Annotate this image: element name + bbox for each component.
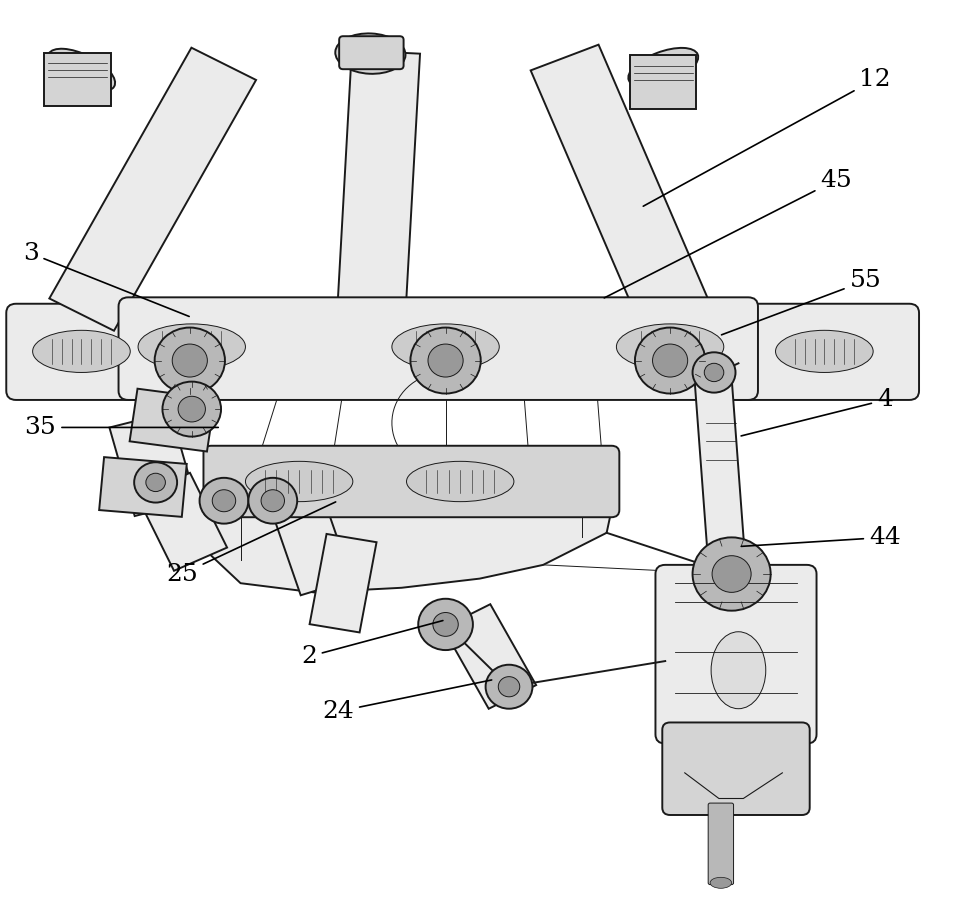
Ellipse shape bbox=[418, 599, 472, 650]
Polygon shape bbox=[309, 534, 377, 632]
FancyBboxPatch shape bbox=[707, 803, 733, 885]
Polygon shape bbox=[49, 48, 256, 331]
Ellipse shape bbox=[172, 344, 207, 377]
Ellipse shape bbox=[710, 631, 765, 709]
Text: 25: 25 bbox=[166, 502, 335, 585]
Ellipse shape bbox=[334, 33, 405, 74]
Ellipse shape bbox=[162, 381, 221, 437]
Ellipse shape bbox=[391, 323, 499, 369]
Ellipse shape bbox=[406, 461, 513, 502]
Ellipse shape bbox=[432, 612, 458, 636]
Ellipse shape bbox=[427, 344, 463, 377]
Ellipse shape bbox=[635, 327, 704, 393]
Text: 44: 44 bbox=[740, 526, 900, 549]
FancyBboxPatch shape bbox=[118, 298, 757, 400]
Ellipse shape bbox=[498, 676, 519, 697]
Ellipse shape bbox=[155, 327, 225, 393]
Polygon shape bbox=[442, 604, 536, 709]
Ellipse shape bbox=[212, 490, 236, 512]
Ellipse shape bbox=[178, 396, 205, 422]
Polygon shape bbox=[530, 45, 711, 334]
Ellipse shape bbox=[261, 490, 285, 512]
Polygon shape bbox=[99, 457, 187, 516]
FancyBboxPatch shape bbox=[203, 446, 619, 517]
Ellipse shape bbox=[703, 363, 723, 381]
Polygon shape bbox=[137, 472, 227, 571]
Ellipse shape bbox=[616, 323, 723, 369]
Text: 35: 35 bbox=[24, 416, 218, 439]
Polygon shape bbox=[266, 480, 351, 596]
Ellipse shape bbox=[485, 664, 532, 709]
FancyBboxPatch shape bbox=[728, 304, 918, 400]
Polygon shape bbox=[110, 412, 196, 516]
Text: 2: 2 bbox=[300, 620, 442, 668]
Ellipse shape bbox=[245, 461, 352, 502]
Polygon shape bbox=[44, 52, 111, 106]
FancyBboxPatch shape bbox=[655, 565, 816, 743]
Text: 4: 4 bbox=[740, 389, 892, 436]
Ellipse shape bbox=[775, 330, 872, 372]
FancyBboxPatch shape bbox=[338, 36, 403, 69]
Ellipse shape bbox=[138, 323, 245, 369]
Ellipse shape bbox=[711, 556, 750, 593]
Polygon shape bbox=[693, 371, 749, 620]
Polygon shape bbox=[334, 51, 420, 365]
Ellipse shape bbox=[200, 478, 248, 524]
Text: 45: 45 bbox=[603, 168, 851, 298]
Polygon shape bbox=[129, 389, 214, 451]
Polygon shape bbox=[630, 55, 695, 108]
Ellipse shape bbox=[691, 538, 770, 611]
Text: 12: 12 bbox=[643, 68, 890, 206]
Text: 24: 24 bbox=[322, 680, 491, 723]
FancyBboxPatch shape bbox=[661, 722, 809, 815]
Ellipse shape bbox=[709, 878, 731, 889]
Ellipse shape bbox=[248, 478, 297, 524]
Ellipse shape bbox=[652, 344, 687, 377]
Ellipse shape bbox=[134, 462, 177, 503]
Ellipse shape bbox=[628, 48, 697, 86]
Ellipse shape bbox=[146, 473, 165, 492]
Ellipse shape bbox=[691, 352, 734, 392]
Text: 3: 3 bbox=[22, 242, 189, 316]
Polygon shape bbox=[211, 453, 611, 593]
Ellipse shape bbox=[410, 327, 480, 393]
Text: 55: 55 bbox=[721, 269, 880, 335]
FancyBboxPatch shape bbox=[6, 304, 153, 400]
Ellipse shape bbox=[32, 330, 130, 372]
Ellipse shape bbox=[48, 49, 115, 92]
